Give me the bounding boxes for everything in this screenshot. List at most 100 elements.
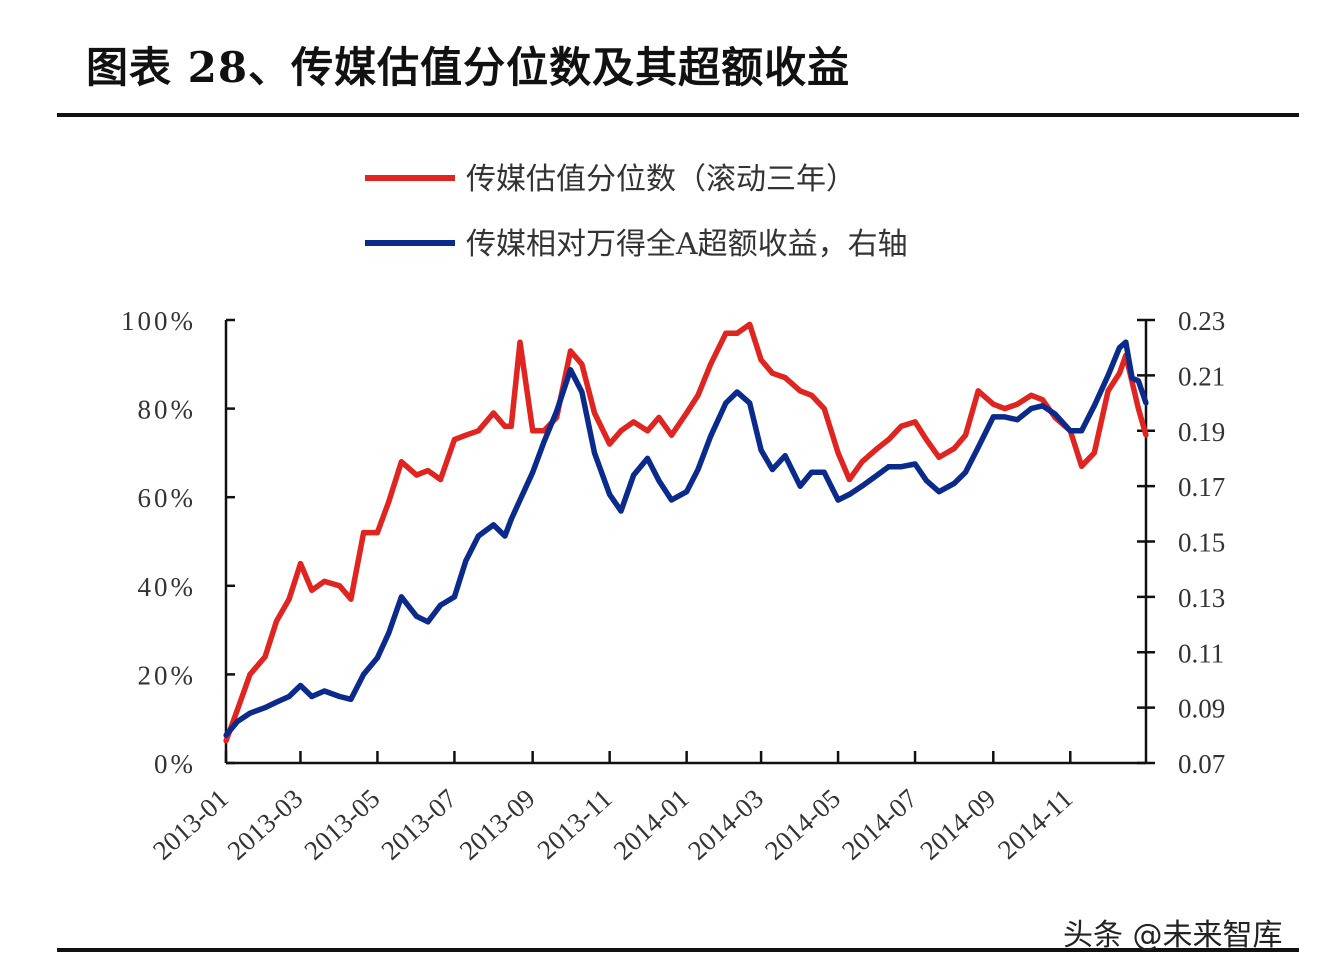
valuation-point [734, 330, 740, 336]
excess-return-point [846, 491, 853, 498]
valuation-point [579, 361, 585, 367]
excess-return-point [502, 533, 508, 539]
excess-return-point [451, 594, 458, 600]
excess-return-point [962, 469, 969, 475]
excess-return-point [579, 389, 585, 395]
valuation-point [936, 454, 942, 460]
valuation-point [223, 738, 229, 744]
excess-return-point [1123, 339, 1129, 345]
right-tick-label: 0.23 [1178, 306, 1225, 336]
right-tick-label: 0.11 [1178, 638, 1224, 668]
x-tick-label: 2013-05 [298, 783, 385, 866]
excess-return-point [885, 464, 892, 470]
valuation-point [990, 401, 996, 407]
valuation-point [1039, 397, 1046, 403]
legend-label-valuation: 传媒估值分位数（滚动三年） [466, 162, 856, 197]
valuation-point [656, 414, 662, 421]
excess-return-point [782, 453, 788, 459]
excess-return-point [1105, 372, 1111, 378]
excess-return-point [668, 497, 675, 503]
excess-return-point [321, 688, 328, 694]
excess-return-point [463, 558, 469, 564]
chart-title: 图表 28、传媒估值分位数及其超额收益 [86, 43, 851, 92]
excess-return-point [360, 671, 367, 678]
valuation-point [808, 392, 815, 398]
excess-return-point [374, 655, 381, 661]
valuation-point [1028, 392, 1034, 398]
excess-return-point [1091, 403, 1097, 409]
valuation-point [708, 361, 714, 367]
valuation-point [951, 445, 957, 452]
excess-return-point [951, 480, 957, 486]
right-tick-label: 0.13 [1178, 583, 1225, 613]
axes: 0% 20% 40% 60% 80% 100% 0.07 0.09 0.11 0.13 0.15 0.… [121, 306, 1225, 866]
excess-return-point [644, 455, 651, 462]
valuation-point [517, 339, 523, 345]
x-tick-label: 2014-01 [608, 783, 695, 866]
valuation-point [286, 596, 292, 602]
left-tick-label: 20% [138, 660, 197, 690]
valuation-percentile-line [223, 321, 1149, 742]
x-tick-label: 2014-11 [992, 783, 1078, 865]
valuation-point [591, 410, 598, 416]
excess-return-point [936, 489, 942, 495]
valuation-point [962, 432, 969, 438]
valuation-point [1116, 370, 1123, 376]
excess-return-point [821, 469, 827, 475]
valuation-point [747, 321, 753, 328]
excess-return-point [808, 469, 815, 475]
valuation-point [398, 459, 405, 465]
valuation-point [695, 392, 701, 398]
excess-return-line [223, 339, 1149, 738]
excess-return-point [223, 732, 229, 738]
valuation-point [723, 330, 729, 336]
excess-return-point [769, 466, 776, 473]
x-tick-label: 2013-07 [375, 783, 462, 866]
valuation-point [618, 428, 624, 434]
excess-return-point [1014, 417, 1020, 423]
valuation-point [859, 459, 865, 465]
excess-return-point [695, 466, 701, 473]
excess-return-point [309, 693, 315, 700]
valuation-point [874, 445, 880, 452]
legend: 传媒估值分位数（滚动三年） 传媒相对万得全A超额收益，右轴 [365, 162, 908, 262]
valuation-point [502, 423, 508, 429]
excess-return-point [490, 522, 497, 528]
valuation-point [1105, 388, 1111, 394]
excess-return-point [541, 439, 547, 445]
excess-return-point [1039, 403, 1046, 409]
right-tick-label: 0.17 [1178, 472, 1225, 502]
valuation-point [386, 499, 392, 505]
excess-return-point [1079, 428, 1085, 434]
valuation-point [846, 476, 853, 483]
valuation-point [769, 370, 776, 376]
valuation-point [607, 441, 613, 447]
valuation-point [835, 450, 841, 456]
x-tick-label: 2013-11 [531, 783, 617, 865]
excess-return-point [797, 483, 803, 489]
excess-return-point [1116, 345, 1123, 351]
valuation-point [321, 578, 328, 584]
valuation-point [262, 654, 268, 660]
x-tick-label: 2014-07 [836, 783, 923, 866]
left-tick-label: 60% [138, 483, 197, 513]
valuation-point [782, 374, 788, 381]
valuation-point [463, 432, 469, 438]
excess-return-point [1143, 400, 1149, 406]
valuation-point [797, 388, 803, 394]
series-lines [223, 321, 1149, 744]
valuation-point [1135, 406, 1142, 412]
valuation-point [1143, 432, 1149, 438]
excess-return-point [758, 447, 764, 453]
valuation-point [348, 596, 354, 602]
excess-return-point [508, 516, 514, 522]
legend-label-excess-return: 传媒相对万得全A超额收益，右轴 [466, 227, 908, 262]
excess-return-point [567, 367, 574, 373]
excess-return-point [898, 464, 904, 470]
excess-return-point [437, 602, 444, 608]
x-tick-label: 2013-03 [222, 783, 309, 866]
valuation-point [234, 707, 240, 713]
excess-return-point [835, 497, 841, 503]
valuation-point [885, 437, 892, 443]
excess-return-point [975, 444, 981, 450]
